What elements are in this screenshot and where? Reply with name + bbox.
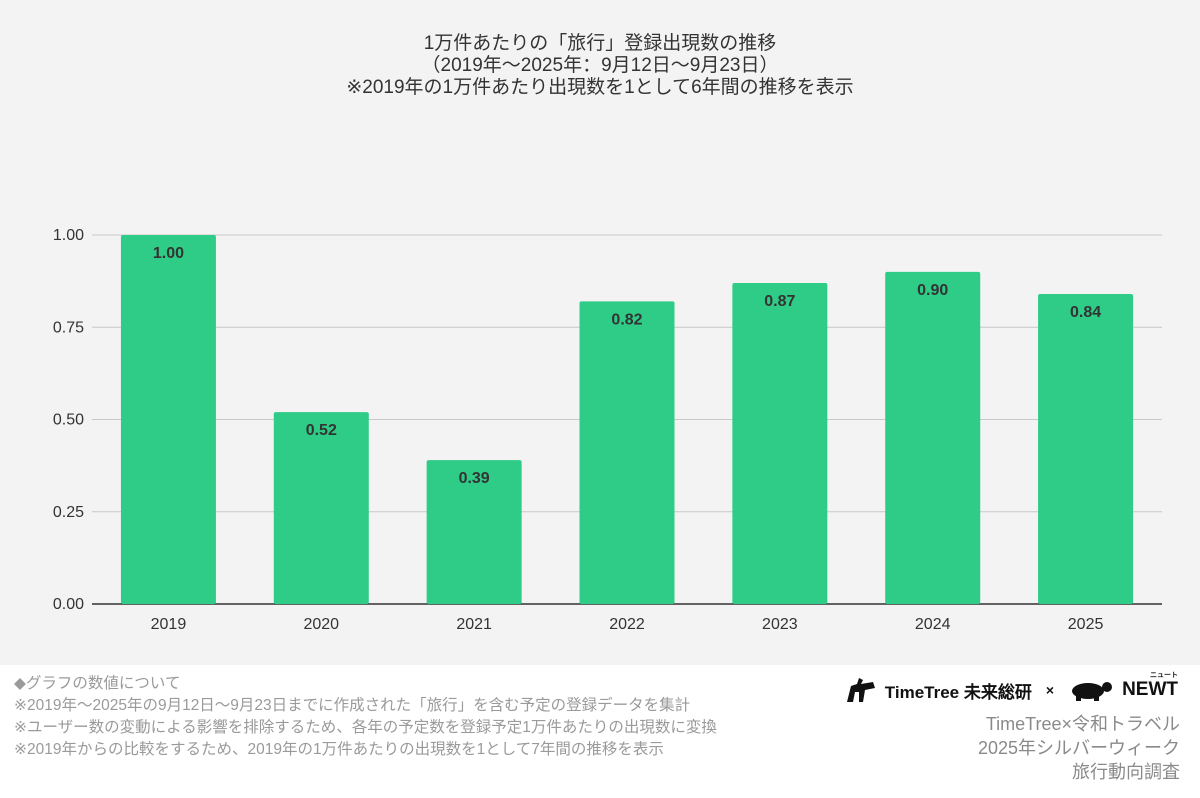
title-line-2: （2019年〜2025年：9月12日〜9月23日） [421, 55, 779, 76]
logos: TimeTree 未来総研 × ニュート NEWT [843, 672, 1178, 704]
newt-turtle-icon [1072, 682, 1113, 701]
data-label: 0.39 [459, 470, 490, 487]
bar [273, 412, 369, 604]
y-tick-label: 0.25 [53, 504, 84, 521]
bar [1038, 294, 1134, 604]
data-label: 0.87 [764, 293, 795, 310]
y-tick-label: 0.50 [53, 412, 84, 429]
bar [732, 282, 828, 604]
data-label: 0.90 [917, 282, 948, 299]
note: ※2019年〜2025年の9月12日〜9月23日までに作成された「旅行」を含む予… [14, 697, 691, 714]
bar [885, 271, 981, 604]
data-label: 0.82 [611, 311, 642, 328]
credit-line: TimeTree×令和トラベル [985, 714, 1180, 734]
note: ※2019年からの比較をするため、2019年の1万件あたりの出現数を1として7年… [14, 741, 664, 758]
timetree-logo-text: TimeTree 未来総研 [884, 682, 1032, 702]
title-line-3: ※2019年の1万件あたり出現数を1として6年間の推移を表示 [346, 77, 854, 98]
y-tick-label: 1.00 [53, 227, 84, 244]
x-tick-label: 2020 [303, 616, 339, 633]
bar [579, 301, 675, 604]
x-tick-label: 2019 [151, 616, 187, 633]
note-heading: ◆グラフの数値について [14, 675, 181, 692]
bar [120, 235, 216, 604]
data-label: 1.00 [153, 245, 184, 262]
y-tick-label: 0.00 [53, 596, 84, 613]
times-sign: × [1045, 682, 1055, 698]
x-tick-label: 2024 [915, 616, 951, 633]
data-label: 0.84 [1070, 304, 1101, 321]
x-tick-label: 2021 [456, 616, 492, 633]
x-tick-label: 2022 [609, 616, 645, 633]
x-tick-label: 2023 [762, 616, 798, 633]
newt-logo-text: NEWT [1122, 679, 1178, 700]
bar [426, 460, 522, 604]
credit: TimeTree×令和トラベル 2025年シルバーウィーク 旅行動向調査 [978, 712, 1180, 784]
timetree-logo-icon [846, 678, 875, 702]
data-label: 0.52 [306, 422, 337, 439]
y-tick-label: 0.75 [53, 319, 84, 336]
x-tick-label: 2025 [1068, 616, 1104, 633]
newt-ruby: ニュート [1150, 672, 1178, 679]
notes: ◆グラフの数値について ※2019年〜2025年の9月12日〜9月23日までに作… [14, 673, 717, 761]
note: ※ユーザー数の変動による影響を排除するため、各年の予定数を登録予定1万件あたりの… [14, 719, 717, 736]
title-line-1: 1万件あたりの「旅行」登録出現数の推移 [423, 33, 777, 54]
credit-line: 2025年シルバーウィーク [977, 738, 1180, 758]
chart-title: 1万件あたりの「旅行」登録出現数の推移 （2019年〜2025年：9月12日〜9… [0, 33, 1200, 99]
chart-area: 1万件あたりの「旅行」登録出現数の推移 （2019年〜2025年：9月12日〜9… [0, 0, 1200, 665]
bar-chart: 0.00 0.25 0.50 0.75 1.00 1.00 2019 0.52 2020 0.39… [53, 227, 1162, 633]
newt-logo: ニュート NEWT [1122, 672, 1178, 701]
credit-line: 旅行動向調査 [1072, 762, 1180, 782]
